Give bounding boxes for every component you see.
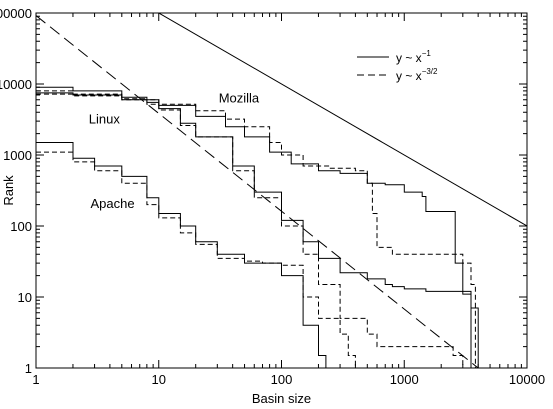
series-mozilla-dashed <box>36 93 476 368</box>
y-tick-label: 10000 <box>0 77 32 92</box>
y-tick-label: 1 <box>25 361 32 376</box>
y-tick-label: 100 <box>10 219 32 234</box>
x-tick-label: 10000 <box>509 372 545 387</box>
legend-entry-inverse-base: y ~ x <box>396 51 422 65</box>
annotation-mozilla: Mozilla <box>219 90 260 105</box>
series-apache-solid <box>36 142 327 368</box>
reference-line-three-halves <box>36 15 479 368</box>
data-series <box>36 86 479 368</box>
series-linux-solid <box>36 86 472 368</box>
legend-entry-three-halves-exponent: −3/2 <box>422 67 438 76</box>
x-tick-label: 1 <box>32 372 39 387</box>
y-axis-title: Rank <box>1 175 16 206</box>
series-annotations: Mozilla Linux Apache <box>89 90 260 210</box>
legend-entry-inverse-exponent: −1 <box>422 49 432 58</box>
reference-line-inverse <box>157 13 527 227</box>
y-tick-label: 1000 <box>3 148 32 163</box>
legend: y ~ x−1 y ~ x−3/2 <box>357 49 438 83</box>
plot-frame <box>35 12 528 369</box>
reference-lines <box>36 13 527 368</box>
legend-entry-three-halves: y ~ x−3/2 <box>396 67 438 83</box>
legend-entry-inverse: y ~ x−1 <box>396 49 431 65</box>
y-tick-label: 10 <box>18 290 32 305</box>
axis-ticks <box>35 12 528 369</box>
x-tick-label: 10 <box>152 372 166 387</box>
series-mozilla-solid <box>36 92 479 368</box>
annotation-linux: Linux <box>89 111 121 126</box>
x-tick-label: 100 <box>271 372 293 387</box>
annotation-apache: Apache <box>90 196 134 211</box>
legend-entry-three-halves-base: y ~ x <box>396 69 422 83</box>
x-axis-title: Basin size <box>252 391 311 406</box>
series-apache-dashed <box>36 151 356 368</box>
series-linux-dashed <box>36 90 464 368</box>
x-tick-label: 1000 <box>390 372 419 387</box>
